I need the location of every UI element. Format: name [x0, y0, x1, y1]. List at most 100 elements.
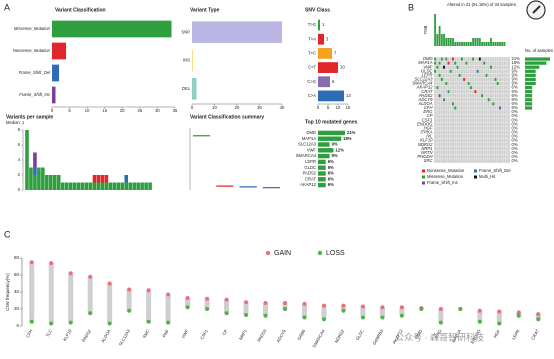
point: [536, 317, 541, 322]
point: [302, 301, 307, 306]
mutation-cell: [447, 90, 450, 94]
bar-segment: [33, 167, 37, 175]
bar: [192, 21, 282, 43]
gene-label: KLF10: [420, 138, 433, 143]
empty-cell: [481, 142, 484, 147]
gene-label: CSF1: [422, 117, 433, 122]
tmb-label: TMB: [423, 25, 428, 34]
empty-cell: [440, 89, 443, 94]
empty-cell: [485, 114, 488, 119]
empty-cell: [434, 126, 437, 131]
empty-cell: [449, 150, 452, 155]
empty-cell: [434, 118, 437, 123]
empty-cell: [472, 126, 475, 131]
magnifier-icon[interactable]: [526, 0, 546, 20]
empty-cell: [436, 97, 439, 102]
empty-cell: [485, 134, 488, 139]
percent-label: 6%: [512, 97, 518, 102]
empty-cell: [454, 134, 457, 139]
empty-cell: [494, 97, 497, 102]
empty-cell: [460, 65, 463, 70]
empty-cell: [456, 114, 459, 119]
empty-cell: [501, 65, 504, 70]
empty-cell: [474, 130, 477, 135]
empty-cell: [478, 134, 481, 139]
empty-cell: [485, 142, 488, 147]
x-tick-label: 20: [120, 108, 125, 113]
bar: [192, 78, 197, 100]
category-label: SLC12A3: [298, 142, 317, 147]
bar: [318, 33, 324, 45]
bar-segment: [136, 182, 140, 190]
empty-cell: [458, 85, 461, 90]
empty-cell: [507, 134, 510, 139]
empty-cell: [465, 57, 468, 61]
empty-cell: [449, 57, 452, 61]
empty-cell: [478, 154, 481, 159]
sample-count-bar: [525, 77, 536, 82]
percent-label: 9%: [512, 72, 518, 77]
empty-cell: [481, 138, 484, 143]
empty-cell: [474, 77, 477, 82]
empty-cell: [472, 134, 475, 139]
bar: [52, 64, 60, 82]
bar: [52, 86, 56, 104]
empty-cell: [465, 73, 468, 78]
empty-cell: [498, 89, 501, 94]
point: [68, 320, 73, 325]
empty-cell: [474, 101, 477, 106]
empty-cell: [474, 85, 477, 90]
x-tick-label: NDRG2: [334, 328, 346, 344]
bar: [318, 165, 326, 170]
empty-cell: [503, 101, 506, 106]
empty-cell: [478, 73, 481, 78]
bar: [318, 19, 320, 31]
empty-cell: [465, 114, 468, 119]
empty-cell: [434, 114, 437, 119]
empty-cell: [485, 101, 488, 106]
empty-cell: [474, 146, 477, 151]
x-tick-label: 40: [280, 105, 285, 110]
empty-cell: [501, 57, 504, 61]
bar-segment: [60, 182, 65, 190]
empty-cell: [458, 61, 461, 66]
empty-cell: [452, 159, 454, 163]
bar-segment: [104, 182, 109, 190]
empty-cell: [456, 93, 459, 98]
gene-label: NDRG2: [418, 142, 433, 147]
empty-cell: [467, 97, 470, 102]
empty-cell: [440, 118, 443, 123]
bar: [318, 130, 345, 136]
empty-cell: [507, 57, 510, 61]
category-label: DEL: [182, 86, 191, 91]
empty-cell: [507, 154, 510, 159]
empty-cell: [505, 110, 508, 114]
empty-cell: [485, 159, 488, 163]
empty-cell: [501, 81, 504, 86]
category-label: MAP1A: [302, 136, 316, 141]
empty-cell: [458, 138, 461, 143]
bar-segment: [100, 182, 105, 190]
tmb-bar: [452, 38, 454, 46]
empty-cell: [494, 130, 497, 135]
legend-label: LOSS: [326, 250, 345, 257]
empty-cell: [496, 61, 499, 66]
point: [360, 304, 365, 309]
empty-cell: [492, 118, 495, 123]
gene-label: DMD: [423, 56, 433, 61]
point: [107, 281, 112, 286]
sample-count-bar: [525, 98, 533, 102]
empty-cell: [434, 73, 437, 78]
empty-cell: [505, 57, 508, 61]
empty-cell: [467, 134, 470, 139]
percent-label: 0%: [512, 146, 518, 151]
empty-cell: [469, 106, 472, 110]
empty-cell: [503, 159, 506, 163]
empty-cell: [485, 81, 488, 86]
empty-cell: [445, 101, 448, 106]
x-tick-label: ADCY9: [276, 328, 288, 343]
empty-cell: [505, 81, 508, 86]
empty-cell: [463, 122, 466, 127]
empty-cell: [498, 118, 501, 123]
x-tick-label: 10: [336, 105, 341, 110]
